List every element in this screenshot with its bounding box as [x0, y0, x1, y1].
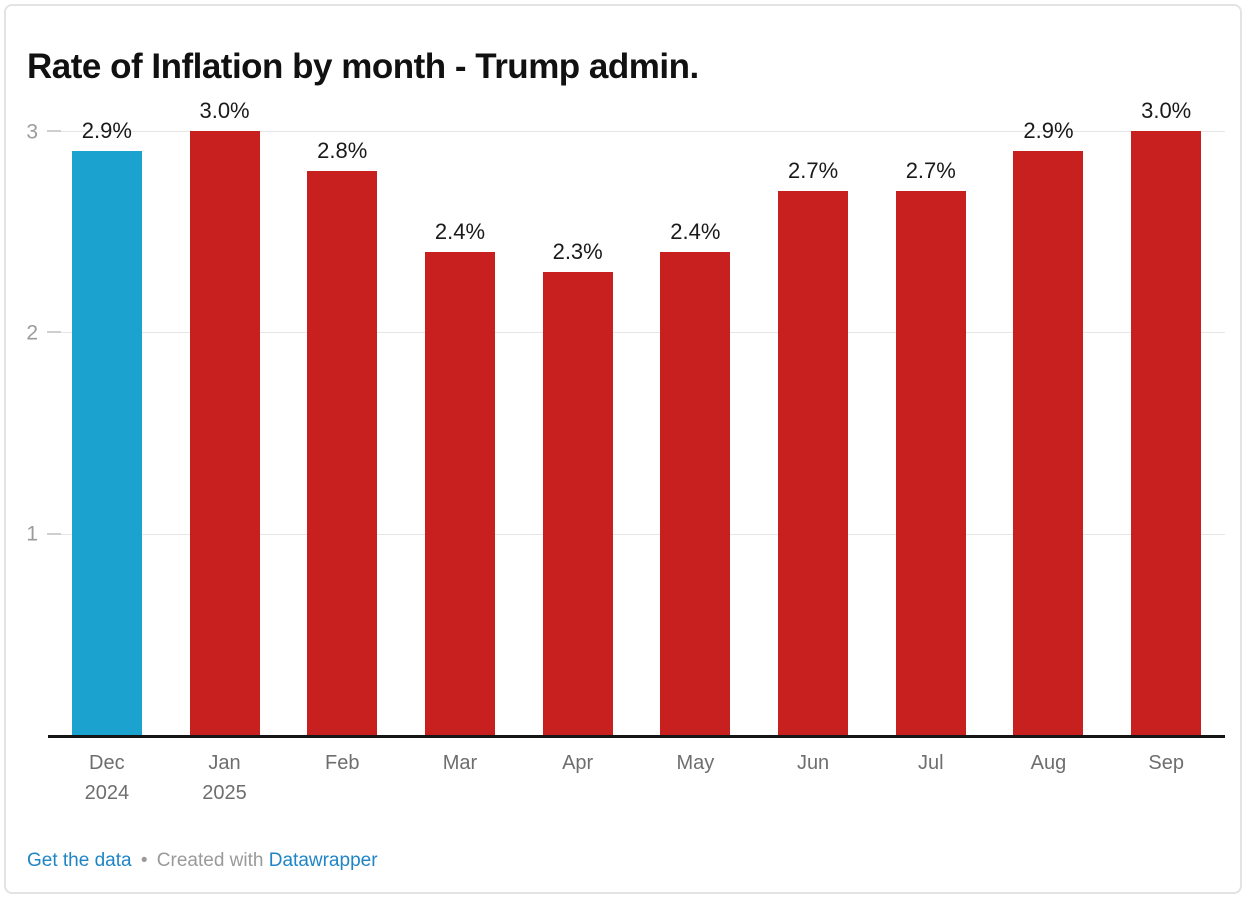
x-axis-category-label: Aug	[1030, 752, 1067, 774]
value-label: 3.0%	[1141, 98, 1192, 123]
value-label: 2.8%	[317, 138, 368, 164]
value-label: 2.7%	[787, 158, 839, 184]
x-axis-category-label: Jan 2025	[202, 752, 247, 804]
datawrapper-link[interactable]: Datawrapper	[268, 850, 378, 871]
gridline-y-3: 3	[26, 121, 1225, 142]
bar-column: 2.9% Dec 2024	[48, 118, 166, 804]
x-axis-category-label: Mar	[442, 752, 478, 774]
footer-separator: •	[140, 850, 148, 871]
gridline-y-2: 2	[26, 322, 1225, 343]
bar: 3.0%	[1131, 98, 1202, 735]
bars-layer: 2.9% Dec 2024 3.0% Jan 2025 2.8% Feb 2.4% Mar 2.…	[48, 98, 1225, 804]
value-label: 2.9%	[1023, 118, 1074, 144]
bar: 2.4%	[660, 219, 731, 735]
bar-column: 3.0% Jan 2025	[166, 98, 284, 804]
bar-column: 2.7% Jun	[754, 131, 872, 774]
x-axis-category-label: Jul	[917, 752, 944, 774]
x-axis-category-label: Sep	[1148, 752, 1184, 774]
y-axis-tick	[47, 331, 61, 334]
bar-column: 3.0% Sep	[1107, 98, 1225, 774]
bar: 2.3%	[542, 239, 613, 735]
bar-column: 2.7% Jul	[872, 131, 990, 774]
get-the-data-link[interactable]: Get the data	[27, 850, 132, 871]
bar: 2.7%	[778, 158, 849, 735]
x-axis-category-label: Dec 2024	[84, 752, 130, 804]
value-label: 2.4%	[670, 218, 721, 244]
bar: 2.4%	[424, 219, 495, 735]
x-axis-category-label: Jun	[796, 752, 830, 774]
bar: 2.9%	[1013, 118, 1084, 735]
bar: 3.0%	[189, 98, 260, 735]
y-axis-tick	[47, 532, 61, 535]
value-label: 2.3%	[552, 238, 603, 264]
bar: 2.9%	[71, 118, 142, 735]
bar: 2.8%	[307, 138, 378, 735]
y-axis-tick-label: 1	[26, 522, 38, 546]
bar-column: 2.9% Aug	[990, 118, 1108, 774]
bar-column: 2.3% Apr	[519, 131, 637, 774]
x-axis-category-label: Feb	[325, 752, 360, 774]
bar: 2.7%	[895, 158, 966, 735]
value-label: 2.9%	[81, 118, 132, 144]
y-axis-tick-label: 2	[26, 321, 38, 345]
chart-title: Rate of Inflation by month - Trump admin…	[27, 47, 699, 87]
gridline-y-1: 1	[26, 524, 1225, 545]
bar-column: 2.4% Mar	[401, 131, 519, 774]
x-axis-category-label: Apr	[562, 752, 594, 774]
footer-credit-text: Created with	[156, 850, 264, 871]
x-axis-baseline	[48, 735, 1225, 738]
value-label: 2.4%	[434, 218, 486, 244]
x-axis-category-label: May	[676, 752, 715, 774]
y-axis-tick-label: 3	[26, 120, 38, 143]
value-label: 2.7%	[905, 158, 956, 184]
y-axis-tick	[47, 130, 61, 132]
bar-column: 2.8% Feb	[283, 131, 401, 774]
value-label: 3.0%	[199, 98, 250, 123]
bar-column: 2.4% May	[637, 131, 755, 774]
plot-area: 1 2 3 2.9% Dec 2024 3.0% Jan 2025 2.8% Feb 2.4% M…	[26, 98, 1225, 804]
chart-footer: Get the data • Created with Datawrapper	[27, 850, 378, 872]
